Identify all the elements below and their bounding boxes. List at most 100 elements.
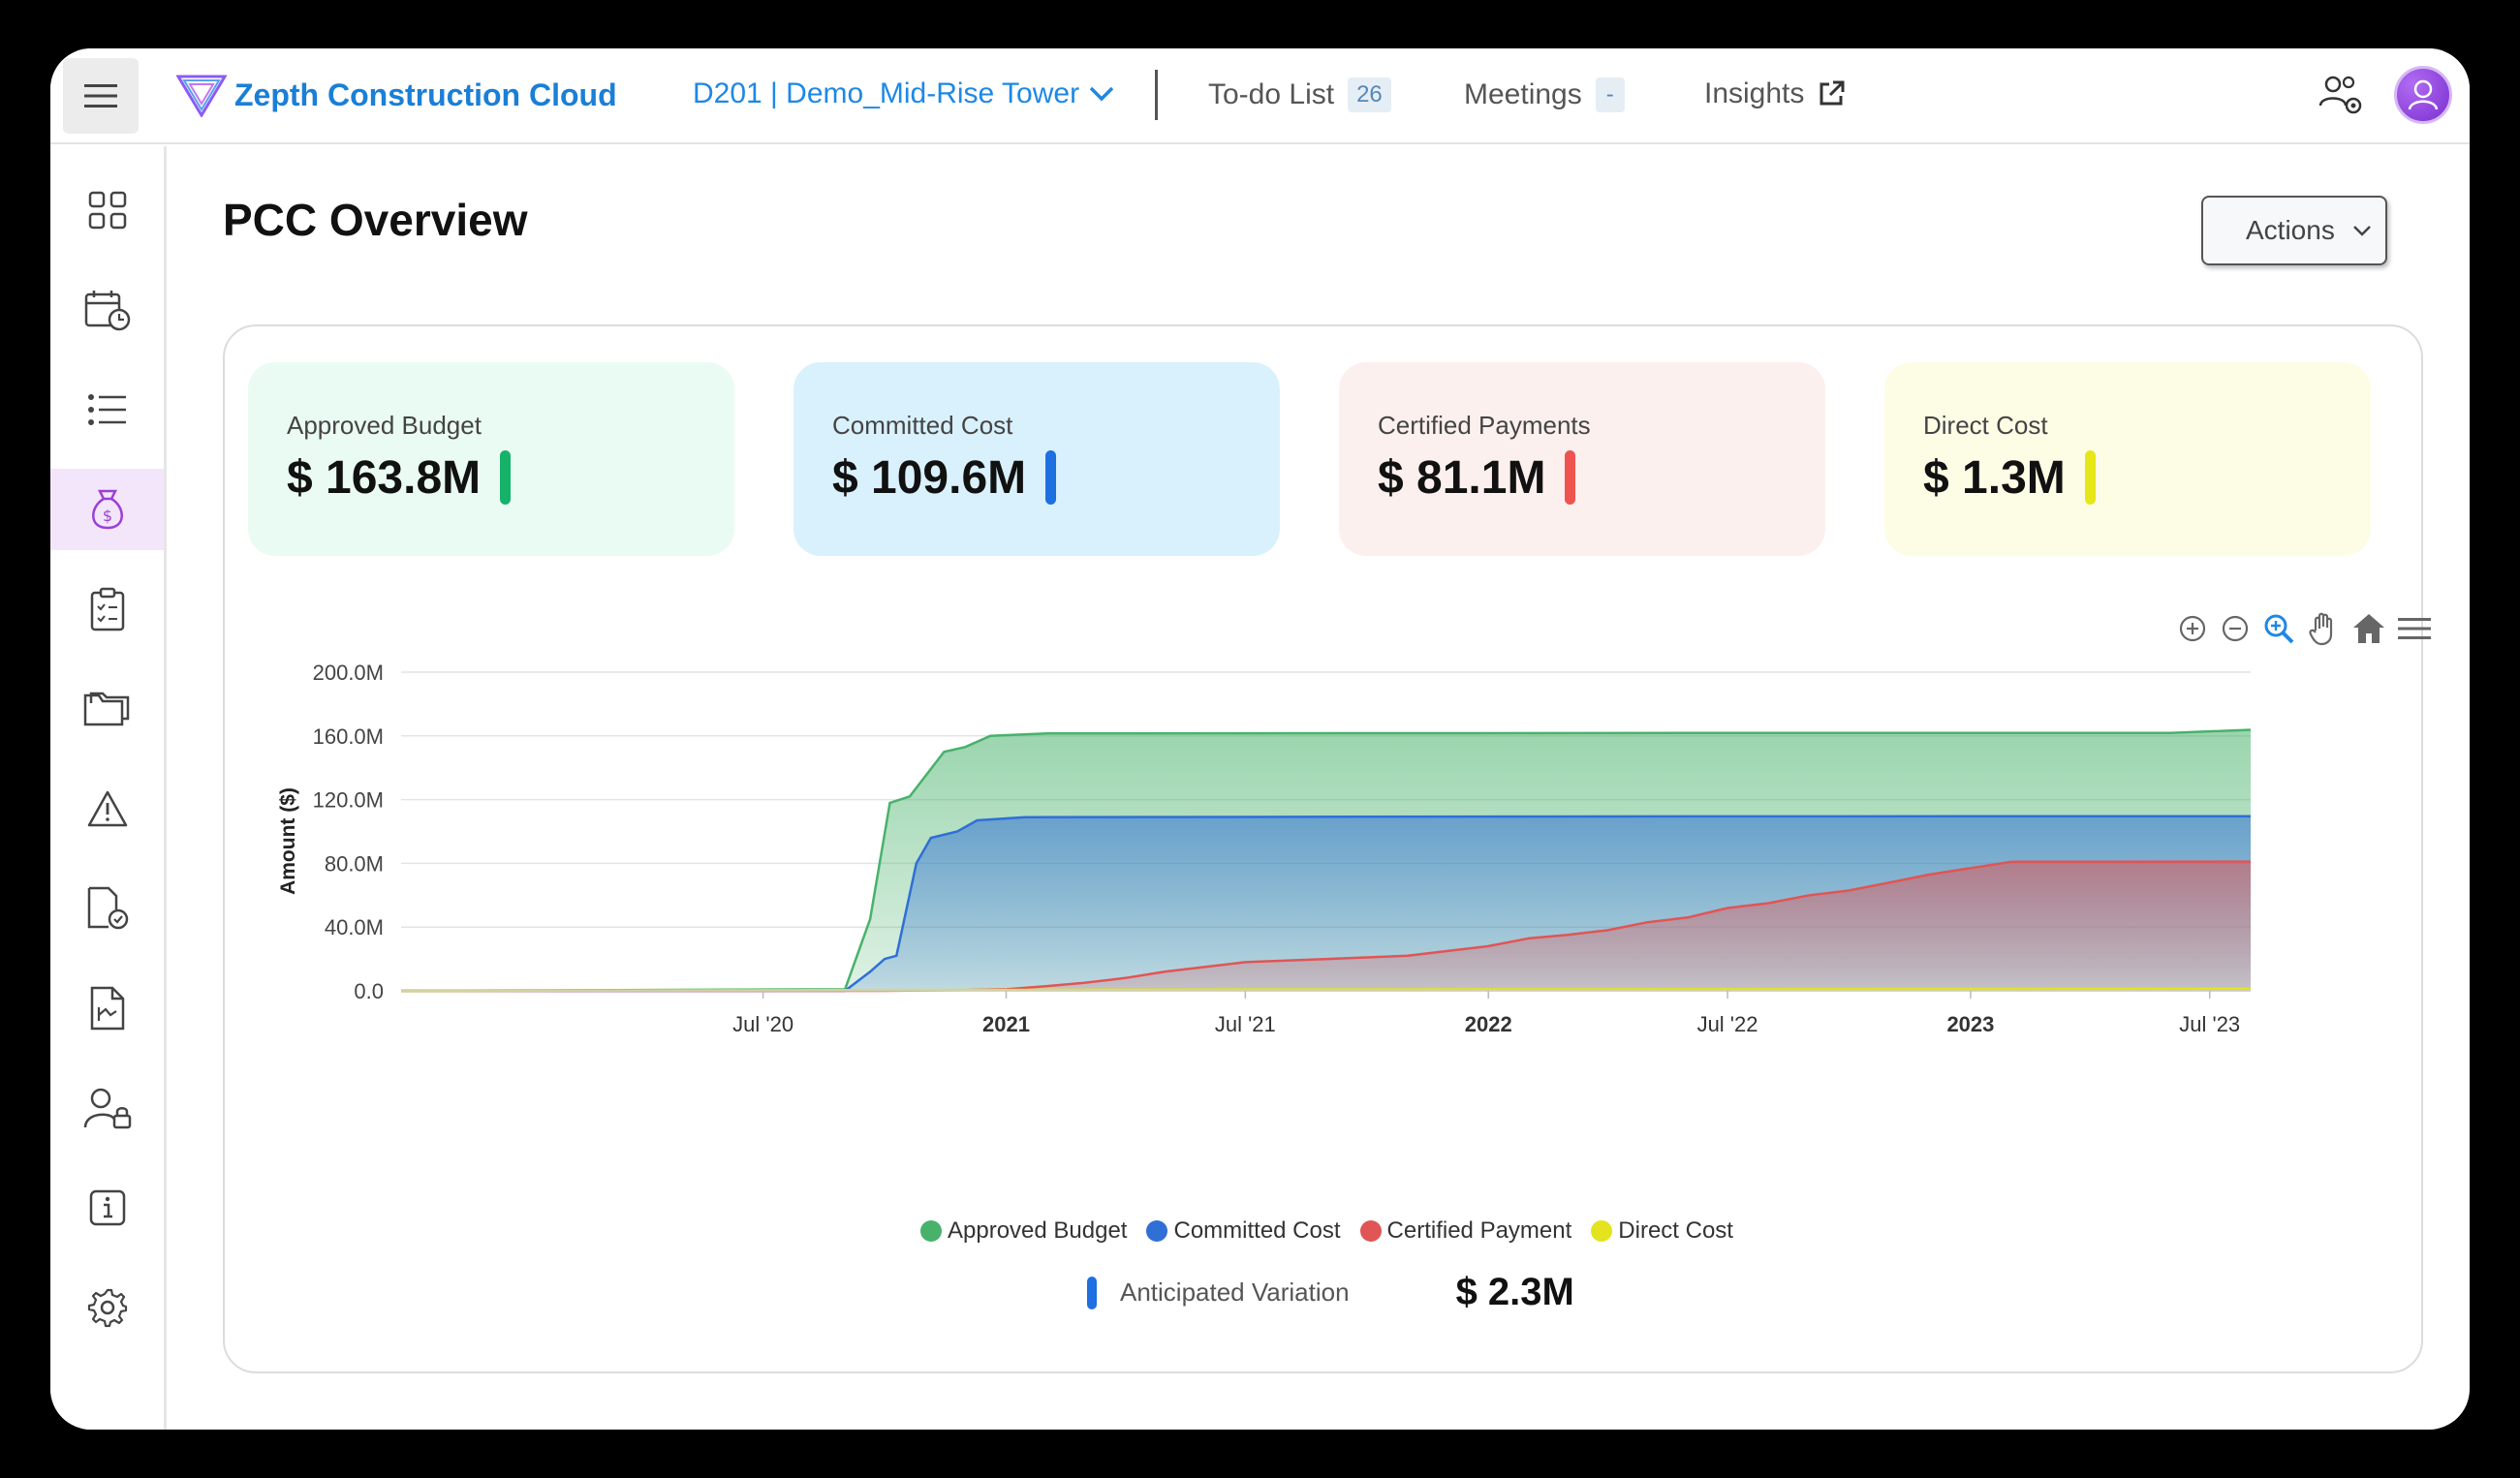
zoom-out-icon[interactable] — [2220, 613, 2251, 644]
team-settings-icon[interactable] — [2318, 73, 2364, 117]
app-title: Zepth Construction Cloud — [234, 77, 617, 112]
legend-item-certified-payment[interactable]: Certified Payment — [1359, 1217, 1572, 1245]
line-committed-cost — [401, 815, 2252, 993]
sidebar-item-reports[interactable] — [50, 968, 164, 1049]
svg-text:$: $ — [102, 507, 111, 525]
legend-item-approved-budget[interactable]: Approved Budget — [920, 1217, 1127, 1245]
kpi-label: Approved Budget — [287, 411, 482, 440]
pcc-overview-panel: Approved Budget $ 163.8M Committed Cost … — [223, 324, 2431, 1373]
document-chart-icon — [90, 986, 124, 1031]
kpi-value: $ 1.3M — [1923, 451, 2066, 504]
nav-meetings[interactable]: Meetings - — [1464, 77, 1625, 112]
sidebar-item-cost-control[interactable]: $ — [50, 469, 164, 550]
nav-divider — [1155, 70, 1158, 120]
clipboard-check-icon — [90, 587, 124, 631]
user-icon — [2408, 79, 2439, 110]
page-title: PCC Overview — [223, 195, 528, 245]
sidebar-item-checklists[interactable] — [50, 569, 164, 650]
calendar-clock-icon — [84, 291, 130, 331]
legend-label: Approved Budget — [948, 1217, 1128, 1244]
kpi-value: $ 109.6M — [832, 451, 1027, 504]
sidebar-item-access-control[interactable] — [50, 1067, 164, 1149]
sidebar: $ — [50, 146, 167, 1430]
kpi-card-committed-cost: Committed Cost $ 109.6M — [793, 362, 1280, 556]
sidebar-item-info[interactable] — [50, 1167, 164, 1248]
kpi-accent-bar — [1045, 450, 1057, 505]
sidebar-item-schedule[interactable] — [50, 269, 164, 351]
money-bag-icon: $ — [91, 489, 123, 530]
project-name: D201 | Demo_Mid-Rise Tower — [693, 77, 1080, 109]
external-link-icon — [1820, 80, 1845, 106]
line-approved-budget — [400, 728, 2252, 993]
kpi-value: $ 81.1M — [1378, 451, 1546, 504]
pcc-area-chart: 0.0 40.0M 80.0M 120.0M 160.0M 200.0M Amount ($… — [277, 661, 2252, 1036]
kpi-accent-bar — [1565, 450, 1576, 505]
anticipated-variation: Anticipated Variation $ 2.3M — [1087, 1271, 1574, 1314]
y-axis-title: Amount ($) — [277, 787, 299, 895]
kpi-accent-bar — [2084, 450, 2096, 505]
kpi-accent-bar — [500, 450, 512, 505]
chevron-down-icon — [1089, 86, 1114, 102]
info-icon — [89, 1189, 125, 1226]
pan-hand-icon[interactable] — [2307, 611, 2340, 646]
menu-button[interactable] — [63, 58, 139, 134]
sidebar-item-tasks[interactable] — [50, 369, 164, 450]
legend-marker — [1591, 1220, 1613, 1242]
sidebar-item-approvals[interactable] — [50, 868, 164, 949]
legend-item-direct-cost[interactable]: Direct Cost — [1591, 1217, 1733, 1245]
home-reset-icon[interactable] — [2351, 612, 2386, 645]
nav-insights-label: Insights — [1704, 77, 1805, 109]
y-tick-label: 200.0M — [313, 661, 384, 685]
chart-legend: Approved Budget Committed Cost Certified… — [920, 1217, 1733, 1245]
app-screen: Zepth Construction Cloud D201 | Demo_Mid… — [50, 48, 2470, 1430]
y-tick-label: 80.0M — [325, 851, 384, 876]
legend-label: Committed Cost — [1173, 1217, 1341, 1244]
kpi-label: Direct Cost — [1923, 411, 2048, 440]
line-certified-payment — [401, 860, 2252, 993]
legend-label: Certified Payment — [1386, 1217, 1572, 1244]
kpi-value: $ 163.8M — [287, 451, 482, 504]
project-selector[interactable]: D201 | Demo_Mid-Rise Tower — [693, 77, 1114, 110]
x-tick-label: 2022 — [1465, 1012, 1512, 1036]
nav-todo-label: To-do List — [1208, 78, 1335, 110]
kpi-label: Committed Cost — [832, 411, 1013, 440]
grid-icon — [88, 191, 126, 230]
sidebar-item-documents[interactable] — [50, 668, 164, 750]
legend-item-committed-cost[interactable]: Committed Cost — [1146, 1217, 1341, 1245]
variation-accent-bar — [1087, 1276, 1097, 1309]
legend-marker — [1146, 1220, 1168, 1242]
nav-meetings-label: Meetings — [1464, 78, 1582, 110]
app-logo-link[interactable]: Zepth Construction Cloud — [176, 70, 617, 120]
area-certified-payment — [401, 861, 2251, 991]
document-check-icon — [87, 886, 128, 930]
sidebar-item-settings[interactable] — [50, 1267, 164, 1348]
x-tick-label: Jul '23 — [2179, 1012, 2240, 1036]
warning-icon — [87, 790, 127, 827]
nav-insights[interactable]: Insights — [1704, 77, 1847, 110]
meetings-count-badge: - — [1595, 77, 1625, 112]
selection-zoom-icon[interactable] — [2262, 612, 2295, 645]
zepth-logo-icon — [176, 75, 227, 117]
kpi-card-approved-budget: Approved Budget $ 163.8M — [248, 362, 734, 556]
actions-dropdown-button[interactable]: Actions — [2201, 196, 2387, 265]
x-tick-label: Jul '22 — [1697, 1012, 1758, 1036]
top-bar: Zepth Construction Cloud D201 | Demo_Mid… — [50, 48, 2470, 144]
user-avatar[interactable] — [2394, 66, 2452, 124]
kpi-label: Certified Payments — [1378, 411, 1591, 440]
sidebar-item-issues[interactable] — [50, 768, 164, 849]
x-tick-label: 2021 — [982, 1012, 1030, 1036]
sidebar-item-dashboard[interactable] — [50, 169, 164, 251]
chart-menu-icon[interactable] — [2398, 616, 2431, 641]
list-icon — [87, 394, 126, 425]
todo-count-badge: 26 — [1348, 77, 1391, 112]
kpi-card-certified-payments: Certified Payments $ 81.1M — [1339, 362, 1825, 556]
legend-marker — [1359, 1220, 1382, 1242]
nav-todo-list[interactable]: To-do List 26 — [1208, 77, 1391, 112]
x-tick-label: Jul '21 — [1215, 1012, 1276, 1036]
variation-value: $ 2.3M — [1455, 1271, 1574, 1313]
chart-toolbar — [2177, 611, 2431, 646]
chevron-down-icon — [2353, 226, 2371, 236]
settings-icon — [87, 1288, 127, 1328]
zoom-in-icon[interactable] — [2177, 613, 2208, 644]
